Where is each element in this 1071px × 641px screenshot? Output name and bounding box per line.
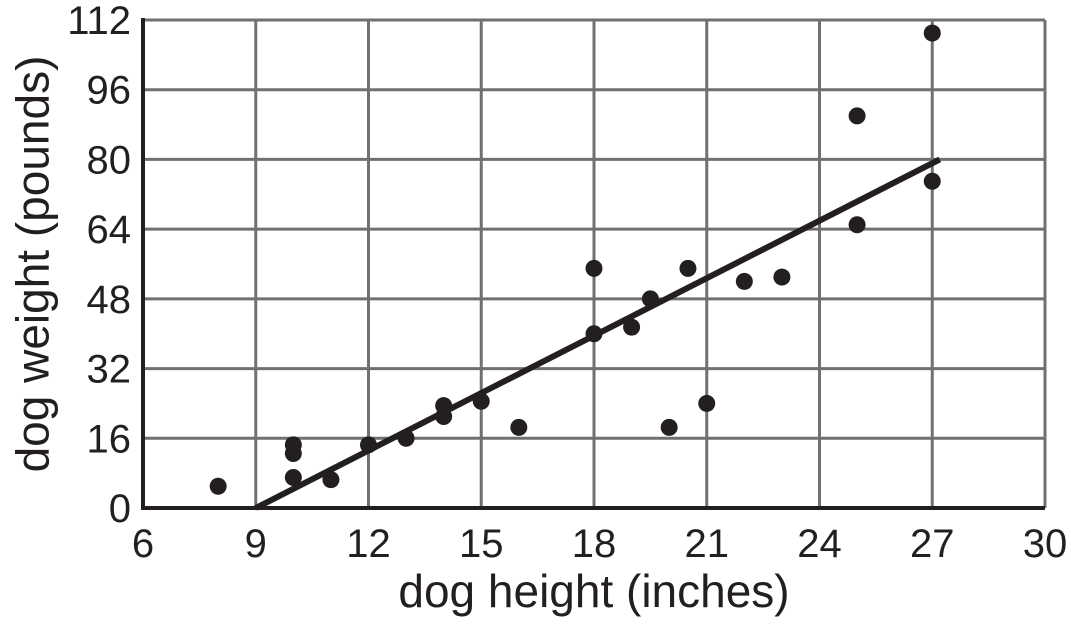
y-tick-label: 16: [87, 417, 132, 461]
x-axis-title: dog height (inches): [398, 565, 790, 617]
data-point: [773, 268, 791, 286]
x-tick-label: 12: [346, 522, 391, 566]
y-tick-label: 80: [87, 138, 132, 182]
data-point: [698, 394, 716, 412]
data-point: [923, 172, 941, 190]
data-point: [585, 259, 603, 277]
y-axis-title: dog weight (pounds): [6, 55, 59, 473]
x-tick-label: 6: [132, 522, 154, 566]
data-point: [209, 477, 227, 495]
data-point: [735, 272, 753, 290]
data-point: [322, 471, 340, 489]
x-tick-label: 30: [1023, 522, 1068, 566]
data-point: [848, 107, 866, 125]
y-tick-label: 64: [87, 208, 132, 252]
data-point: [623, 318, 641, 336]
x-tick-label: 9: [245, 522, 267, 566]
y-tick-label: 32: [87, 348, 132, 392]
data-point: [641, 290, 659, 308]
x-tick-label: 18: [572, 522, 617, 566]
data-point: [848, 216, 866, 234]
y-tick-label: 112: [67, 0, 131, 43]
data-point: [360, 436, 377, 454]
data-point: [397, 429, 415, 447]
x-tick-label: 27: [910, 522, 955, 566]
data-point: [472, 392, 490, 410]
x-tick-label: 24: [797, 522, 842, 566]
data-point: [660, 418, 678, 436]
data-point: [510, 418, 528, 436]
data-point: [284, 436, 302, 454]
y-tick-label: 96: [87, 69, 132, 113]
y-tick-label: 48: [87, 278, 132, 322]
data-point: [284, 469, 302, 486]
data-point: [679, 259, 697, 277]
data-point: [585, 325, 603, 343]
data-point: [435, 397, 453, 415]
x-tick-label: 15: [459, 522, 504, 566]
y-tick-label: 0: [109, 487, 131, 531]
x-tick-label: 21: [685, 522, 730, 566]
data-point: [923, 24, 941, 42]
